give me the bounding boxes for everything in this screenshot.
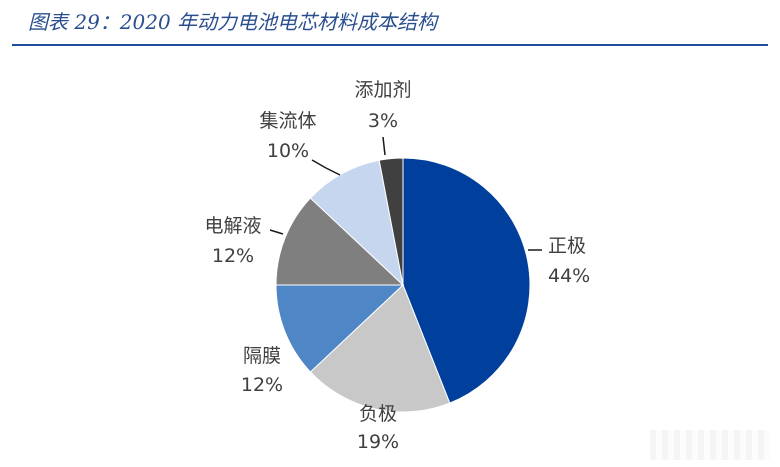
slice-value-0: 44% — [548, 265, 590, 287]
pie-slice-0 — [402, 157, 531, 404]
leader-line-5 — [382, 136, 386, 156]
figure-title: 图表 29：2020 年动力电池电芯材料成本结构 — [28, 10, 438, 34]
title-divider — [12, 44, 768, 46]
leader-line-4 — [311, 159, 341, 176]
slice-label-4: 集流体 — [259, 110, 316, 132]
leader-line-3 — [269, 229, 284, 235]
slice-label-1: 负极 — [359, 403, 397, 425]
pie-slice-2 — [275, 284, 405, 373]
slice-value-1: 19% — [357, 431, 399, 453]
slice-value-3: 12% — [212, 245, 254, 267]
pie-slice-5 — [378, 157, 404, 286]
slice-value-4: 10% — [267, 140, 309, 162]
pie-slice-3 — [275, 197, 405, 286]
slice-label-5: 添加剂 — [354, 79, 411, 101]
watermark — [650, 430, 770, 460]
slice-label-3: 电解液 — [204, 215, 261, 237]
slice-label-2: 隔膜 — [243, 345, 281, 367]
slice-value-5: 3% — [368, 110, 398, 132]
slice-value-2: 12% — [241, 374, 283, 396]
pie-slice-4 — [309, 159, 404, 287]
slice-label-0: 正极 — [548, 235, 586, 257]
pie-slice-1 — [309, 284, 451, 413]
